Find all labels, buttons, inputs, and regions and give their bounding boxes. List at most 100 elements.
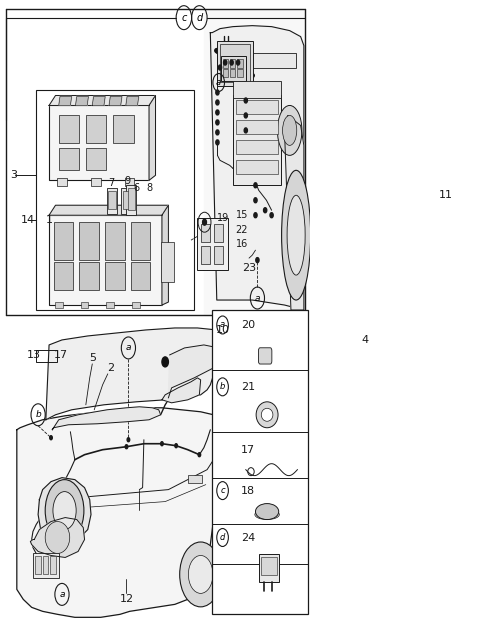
Ellipse shape: [244, 113, 247, 118]
Text: 2: 2: [107, 363, 114, 373]
Bar: [236, 141, 278, 154]
Bar: [105, 262, 124, 290]
Polygon shape: [49, 205, 168, 215]
Bar: [107, 302, 114, 308]
Polygon shape: [109, 97, 122, 106]
Bar: [229, 58, 236, 68]
Bar: [126, 185, 136, 215]
Text: 3: 3: [10, 170, 17, 180]
Ellipse shape: [244, 98, 247, 103]
Bar: [236, 121, 278, 134]
Bar: [59, 116, 79, 143]
Polygon shape: [52, 407, 161, 430]
Bar: [59, 148, 79, 170]
Text: 1: 1: [46, 215, 53, 225]
Ellipse shape: [216, 110, 219, 115]
Text: 9: 9: [124, 176, 130, 187]
Bar: [49, 106, 149, 180]
Text: a: a: [59, 590, 65, 599]
Text: 21: 21: [240, 382, 255, 392]
Bar: [223, 68, 228, 77]
Bar: [54, 262, 73, 290]
Bar: [261, 558, 277, 575]
Polygon shape: [162, 205, 168, 305]
Ellipse shape: [254, 198, 257, 203]
Polygon shape: [38, 478, 91, 541]
Ellipse shape: [287, 195, 305, 275]
Bar: [220, 53, 296, 68]
Text: 24: 24: [240, 533, 255, 543]
Bar: [233, 95, 281, 185]
Text: a: a: [126, 344, 131, 352]
Text: a: a: [255, 293, 260, 303]
Bar: [233, 80, 281, 99]
Ellipse shape: [45, 480, 84, 541]
Polygon shape: [126, 97, 139, 106]
Bar: [128, 188, 135, 210]
Ellipse shape: [162, 357, 168, 367]
Ellipse shape: [222, 353, 225, 357]
Bar: [132, 302, 140, 308]
Ellipse shape: [161, 441, 163, 446]
Text: 4: 4: [361, 335, 369, 345]
Bar: [236, 100, 278, 114]
Ellipse shape: [216, 100, 219, 105]
Text: 8: 8: [146, 183, 152, 193]
Ellipse shape: [198, 453, 201, 457]
Bar: [108, 192, 116, 209]
Text: a: a: [220, 320, 225, 330]
Ellipse shape: [218, 65, 222, 70]
Ellipse shape: [244, 128, 247, 133]
Ellipse shape: [53, 492, 76, 529]
Bar: [35, 556, 41, 575]
Bar: [188, 475, 202, 483]
Bar: [212, 310, 308, 614]
Bar: [229, 68, 236, 77]
Ellipse shape: [264, 208, 267, 213]
Polygon shape: [285, 116, 304, 310]
Bar: [237, 68, 242, 77]
Text: 17: 17: [240, 445, 255, 455]
Bar: [49, 215, 162, 305]
Ellipse shape: [230, 60, 233, 65]
Bar: [50, 556, 56, 575]
Ellipse shape: [216, 130, 219, 135]
Polygon shape: [204, 9, 305, 315]
Bar: [124, 178, 134, 187]
Text: c: c: [220, 486, 225, 495]
Bar: [217, 41, 253, 85]
Text: 15: 15: [236, 210, 248, 220]
Polygon shape: [162, 378, 201, 403]
Text: 18: 18: [240, 485, 255, 495]
Text: a: a: [216, 78, 221, 87]
Text: 5: 5: [89, 353, 96, 363]
Bar: [259, 555, 279, 582]
Ellipse shape: [283, 116, 297, 145]
Polygon shape: [30, 517, 84, 558]
Bar: [6, 320, 305, 619]
Polygon shape: [149, 95, 156, 180]
Text: 12: 12: [120, 594, 133, 604]
Ellipse shape: [125, 445, 128, 448]
Polygon shape: [46, 328, 217, 420]
Bar: [223, 58, 228, 68]
FancyBboxPatch shape: [258, 348, 272, 364]
Bar: [43, 556, 48, 575]
Text: d: d: [196, 13, 203, 23]
Bar: [236, 160, 278, 175]
Bar: [81, 302, 88, 308]
Ellipse shape: [175, 444, 178, 448]
Ellipse shape: [255, 509, 279, 519]
Bar: [220, 43, 250, 82]
Ellipse shape: [277, 106, 302, 155]
Polygon shape: [59, 97, 72, 106]
Text: 7: 7: [108, 178, 115, 188]
Bar: [122, 192, 130, 209]
Bar: [214, 224, 223, 242]
Ellipse shape: [254, 183, 257, 188]
Polygon shape: [92, 97, 105, 106]
Ellipse shape: [50, 436, 52, 440]
Text: 16: 16: [236, 239, 248, 249]
Bar: [55, 302, 62, 308]
Bar: [161, 242, 174, 282]
